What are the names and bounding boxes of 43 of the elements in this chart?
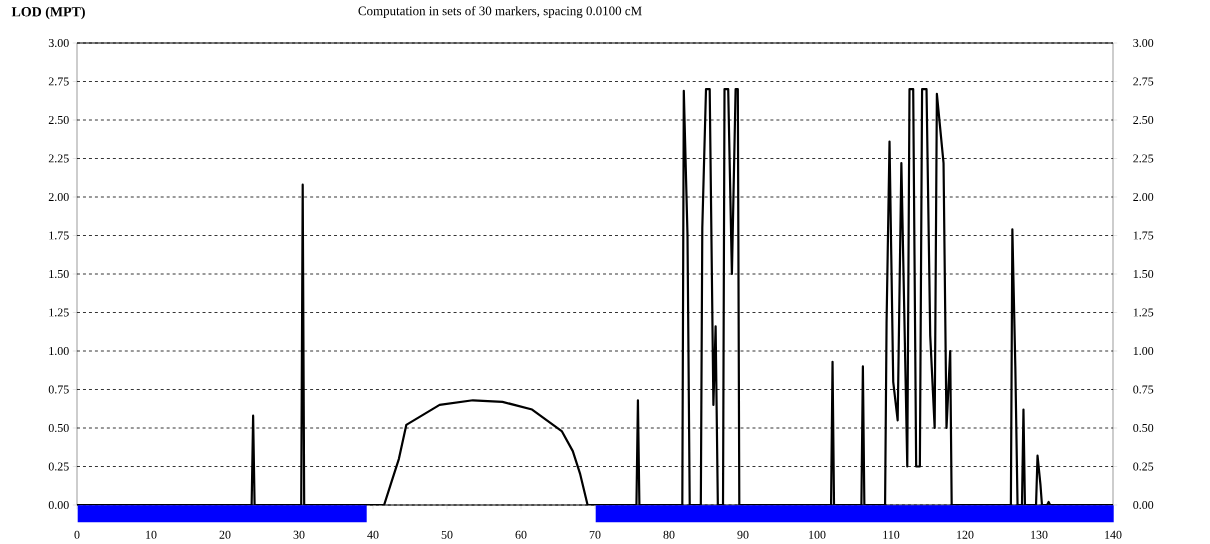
x-tick-label: 90	[737, 530, 749, 539]
y2-tick-label: 0.75	[1133, 385, 1154, 394]
y-tick-label: 2.75	[48, 77, 69, 86]
x-tick-label: 60	[515, 530, 527, 539]
y-tick-label: 1.00	[49, 346, 69, 356]
y-tick-label: 0.00	[48, 500, 69, 510]
x-tick-label: 110	[883, 530, 900, 539]
x-tick-label: 130	[1031, 530, 1048, 539]
y-tick-label: 0.75	[48, 385, 69, 394]
y2-tick-label: 2.50	[1133, 115, 1154, 125]
y-tick-label: 2.50	[48, 115, 69, 125]
x-tick-label: 70	[589, 530, 601, 539]
x-tick-label: 0	[74, 530, 80, 539]
y2-tick-label: 2.25	[1133, 154, 1154, 163]
x-tick-label: 80	[663, 530, 675, 539]
y-tick-label: 2.00	[48, 192, 69, 202]
y2-tick-label: 2.00	[1133, 192, 1154, 202]
y-tick-label: 3.00	[48, 38, 69, 48]
y2-tick-label: 0.50	[1133, 423, 1154, 433]
y-tick-label: 1.75	[49, 231, 69, 240]
y-axis-title: LOD (MPT)	[11, 6, 85, 20]
x-tick-label: 40	[367, 530, 379, 539]
x-tick-label: 10	[146, 530, 157, 539]
y2-tick-label: 0.25	[1133, 462, 1154, 471]
y2-tick-label: 2.75	[1133, 77, 1154, 86]
y-tick-label: 2.25	[48, 154, 69, 163]
y-tick-label: 1.50	[49, 269, 69, 279]
x-tick-label: 30	[293, 530, 305, 539]
y-tick-label: 0.25	[48, 462, 69, 471]
x-tick-label: 100	[809, 530, 826, 539]
y2-tick-label: 1.00	[1133, 346, 1154, 356]
y2-tick-label: 1.50	[1133, 269, 1154, 279]
y2-tick-label: 1.75	[1133, 231, 1154, 240]
y2-tick-label: 1.25	[1133, 308, 1154, 317]
x-tick-label: 140	[1105, 530, 1122, 539]
chart-title: Computation in sets of 30 markers, spacing 0.0100 cM	[358, 6, 642, 18]
y2-tick-label: 3.00	[1133, 38, 1154, 48]
y-tick-label: 1.25	[49, 308, 69, 317]
x-tick-label: 20	[219, 530, 231, 539]
x-tick-label: 120	[957, 530, 974, 539]
y2-tick-label: 0.00	[1133, 500, 1154, 510]
x-tick-label: 50	[441, 530, 453, 539]
y-tick-label: 0.50	[48, 423, 69, 433]
